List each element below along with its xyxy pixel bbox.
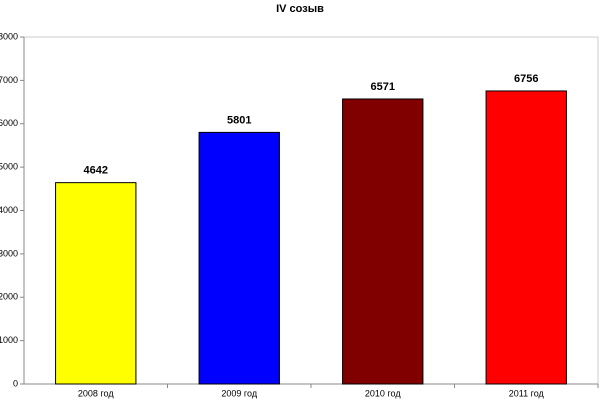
y-tick-label: 0 bbox=[13, 378, 18, 388]
y-tick-label: 4000 bbox=[0, 205, 18, 215]
x-tick-label: 2011 год bbox=[509, 388, 545, 398]
value-label: 6571 bbox=[371, 81, 395, 93]
bar bbox=[485, 90, 567, 385]
value-label: 6756 bbox=[514, 73, 538, 85]
y-tick-label: 1000 bbox=[0, 335, 18, 345]
bar bbox=[342, 98, 424, 385]
x-tick-label: 2008 год bbox=[78, 388, 114, 398]
y-tick-label: 5000 bbox=[0, 162, 18, 172]
y-tick-label: 8000 bbox=[0, 31, 18, 41]
value-label: 4642 bbox=[84, 165, 108, 177]
bar bbox=[55, 182, 137, 385]
x-tick-label: 2010 год bbox=[365, 388, 401, 398]
y-tick-label: 6000 bbox=[0, 118, 18, 128]
bar bbox=[198, 131, 280, 385]
y-tick-label: 7000 bbox=[0, 75, 18, 85]
y-tick-label: 2000 bbox=[0, 292, 18, 302]
y-tick-label: 3000 bbox=[0, 248, 18, 258]
x-tick-label: 2009 год bbox=[221, 388, 257, 398]
chart-title: IV созыв bbox=[276, 3, 324, 15]
value-label: 5801 bbox=[227, 114, 251, 126]
